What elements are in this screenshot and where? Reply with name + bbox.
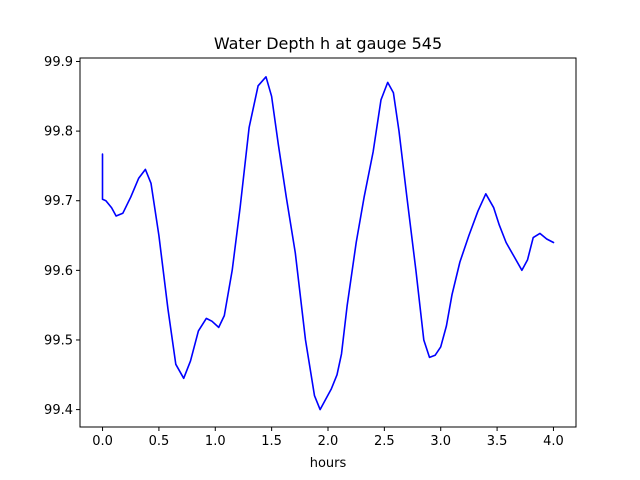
y-tick-label: 99.7 <box>44 194 73 209</box>
x-tick-label: 4.0 <box>543 434 564 449</box>
y-tick-label: 99.8 <box>44 125 73 140</box>
plot-area: 0.0 0.5 1.0 1.5 2.0 2.5 3.0 3.5 4.0 99.4 99.5 99.6 9… <box>44 55 577 449</box>
y-tick-label: 99.9 <box>44 55 73 70</box>
x-tick-label: 1.5 <box>261 434 282 449</box>
x-tick-label: 3.5 <box>487 434 508 449</box>
y-tick-label: 99.5 <box>44 333 73 348</box>
x-axis-label: hours <box>310 456 347 471</box>
x-tick-label: 3.0 <box>430 434 451 449</box>
y-tick-label: 99.6 <box>44 264 73 279</box>
x-tick-label: 2.5 <box>374 434 395 449</box>
y-tick-label: 99.4 <box>44 403 73 418</box>
chart-title: Water Depth h at gauge 545 <box>214 34 442 53</box>
x-tick-label: 0.0 <box>92 434 113 449</box>
series-line-0 <box>101 76 555 411</box>
x-tick-label: 2.0 <box>318 434 339 449</box>
x-tick-label: 1.0 <box>205 434 226 449</box>
x-tick-label: 0.5 <box>149 434 170 449</box>
